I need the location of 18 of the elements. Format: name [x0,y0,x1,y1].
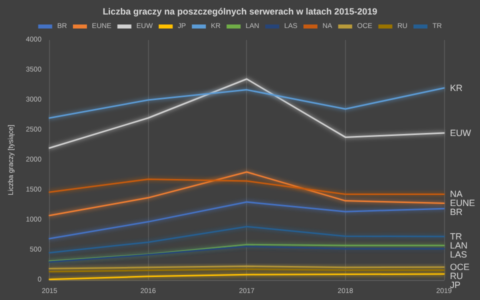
text: TR [450,232,462,242]
text: NA [450,189,463,200]
text: EUNE [450,198,476,208]
text: LAS [450,250,468,260]
line-series [48,226,445,254]
line-series [48,78,445,149]
line-series [48,201,445,240]
text: JP [450,280,461,290]
line-series [48,171,445,216]
chart-title: Liczba graczy na poszczególnych serwerach w latach 2015-2019 [102,6,378,16]
line-series [48,87,445,119]
text: EUW [450,128,471,138]
text: RU [450,271,463,282]
text: LAN [450,240,468,250]
text: BR [450,207,463,218]
text: KR [450,83,463,93]
line-series [48,178,445,195]
text: OCE [450,262,470,272]
